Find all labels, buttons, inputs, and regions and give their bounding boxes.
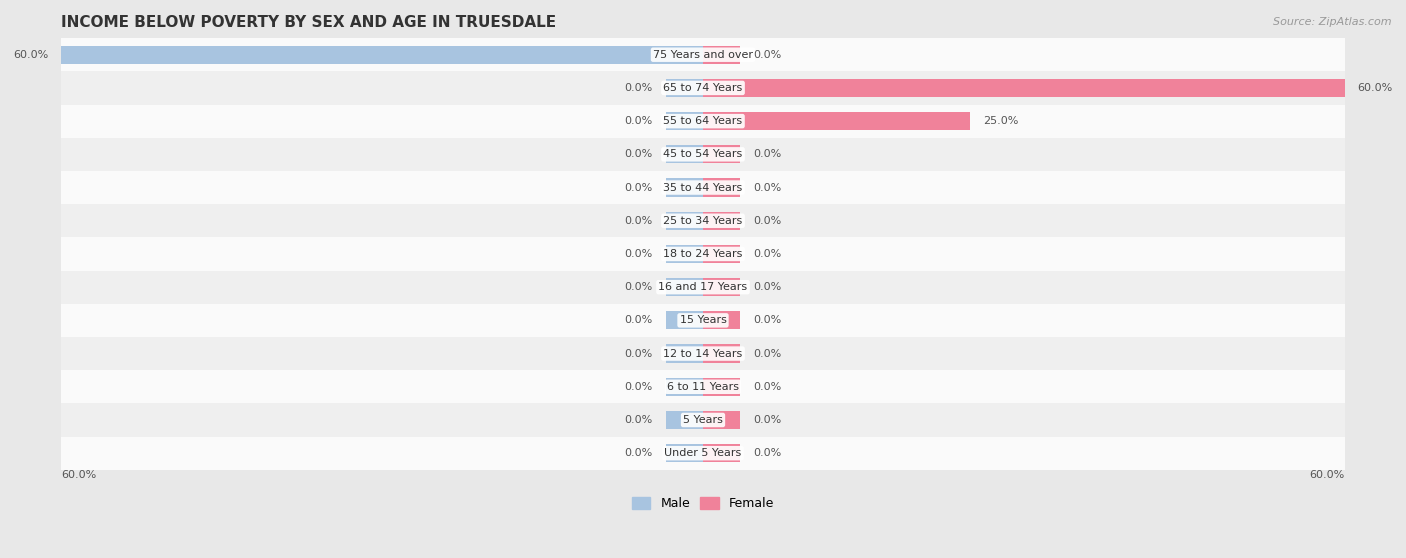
Bar (60, 138, 1346, 171)
Text: 0.0%: 0.0% (624, 150, 652, 160)
Bar (703, 211, 741, 230)
Text: 0.0%: 0.0% (624, 415, 652, 425)
Bar (60, 104, 1346, 138)
Bar (703, 344, 741, 363)
Bar (665, 245, 703, 263)
Bar (703, 112, 970, 130)
Text: 45 to 54 Years: 45 to 54 Years (664, 150, 742, 160)
Text: 0.0%: 0.0% (754, 282, 782, 292)
Bar (60, 337, 1346, 370)
Text: 0.0%: 0.0% (754, 150, 782, 160)
Text: 0.0%: 0.0% (754, 216, 782, 226)
Bar (665, 344, 703, 363)
Text: 0.0%: 0.0% (624, 249, 652, 259)
Text: 25 to 34 Years: 25 to 34 Years (664, 216, 742, 226)
Bar (60, 38, 1346, 71)
Text: Source: ZipAtlas.com: Source: ZipAtlas.com (1274, 17, 1392, 27)
Text: 0.0%: 0.0% (624, 83, 652, 93)
Text: 15 Years: 15 Years (679, 315, 727, 325)
Bar (60, 436, 1346, 470)
Bar (665, 278, 703, 296)
Text: 0.0%: 0.0% (754, 50, 782, 60)
Text: 0.0%: 0.0% (624, 216, 652, 226)
Bar (703, 245, 741, 263)
Text: 60.0%: 60.0% (13, 50, 48, 60)
Text: 75 Years and over: 75 Years and over (652, 50, 754, 60)
Bar (665, 378, 703, 396)
Bar (665, 444, 703, 463)
Bar (703, 79, 1346, 97)
Text: 35 to 44 Years: 35 to 44 Years (664, 182, 742, 193)
Bar (665, 311, 703, 329)
Text: 5 Years: 5 Years (683, 415, 723, 425)
Text: 0.0%: 0.0% (754, 382, 782, 392)
Bar (703, 378, 741, 396)
Bar (60, 46, 703, 64)
Text: 18 to 24 Years: 18 to 24 Years (664, 249, 742, 259)
Text: 0.0%: 0.0% (624, 349, 652, 359)
Text: 12 to 14 Years: 12 to 14 Years (664, 349, 742, 359)
Bar (665, 112, 703, 130)
Text: Under 5 Years: Under 5 Years (665, 448, 741, 458)
Text: 60.0%: 60.0% (60, 470, 97, 480)
Bar (665, 145, 703, 163)
Text: 16 and 17 Years: 16 and 17 Years (658, 282, 748, 292)
Text: 55 to 64 Years: 55 to 64 Years (664, 116, 742, 126)
Bar (665, 211, 703, 230)
Bar (665, 179, 703, 196)
Bar (703, 411, 741, 429)
Text: 25.0%: 25.0% (983, 116, 1019, 126)
Bar (703, 444, 741, 463)
Text: 6 to 11 Years: 6 to 11 Years (666, 382, 740, 392)
Bar (60, 237, 1346, 271)
Bar (703, 145, 741, 163)
Bar (665, 411, 703, 429)
Text: 0.0%: 0.0% (624, 282, 652, 292)
Text: 0.0%: 0.0% (624, 448, 652, 458)
Legend: Male, Female: Male, Female (627, 492, 779, 516)
Text: 0.0%: 0.0% (624, 116, 652, 126)
Bar (665, 79, 703, 97)
Text: 0.0%: 0.0% (754, 315, 782, 325)
Text: 0.0%: 0.0% (754, 249, 782, 259)
Bar (60, 271, 1346, 304)
Bar (60, 403, 1346, 436)
Bar (60, 71, 1346, 104)
Text: 0.0%: 0.0% (754, 182, 782, 193)
Text: 0.0%: 0.0% (754, 349, 782, 359)
Text: 65 to 74 Years: 65 to 74 Years (664, 83, 742, 93)
Text: 0.0%: 0.0% (624, 182, 652, 193)
Text: 0.0%: 0.0% (754, 415, 782, 425)
Text: INCOME BELOW POVERTY BY SEX AND AGE IN TRUESDALE: INCOME BELOW POVERTY BY SEX AND AGE IN T… (60, 15, 557, 30)
Text: 0.0%: 0.0% (624, 382, 652, 392)
Text: 0.0%: 0.0% (754, 448, 782, 458)
Bar (60, 171, 1346, 204)
Bar (703, 311, 741, 329)
Bar (703, 179, 741, 196)
Text: 0.0%: 0.0% (624, 315, 652, 325)
Text: 60.0%: 60.0% (1358, 83, 1393, 93)
Bar (60, 304, 1346, 337)
Bar (60, 204, 1346, 237)
Bar (60, 370, 1346, 403)
Text: 60.0%: 60.0% (1309, 470, 1346, 480)
Bar (703, 46, 741, 64)
Bar (703, 278, 741, 296)
